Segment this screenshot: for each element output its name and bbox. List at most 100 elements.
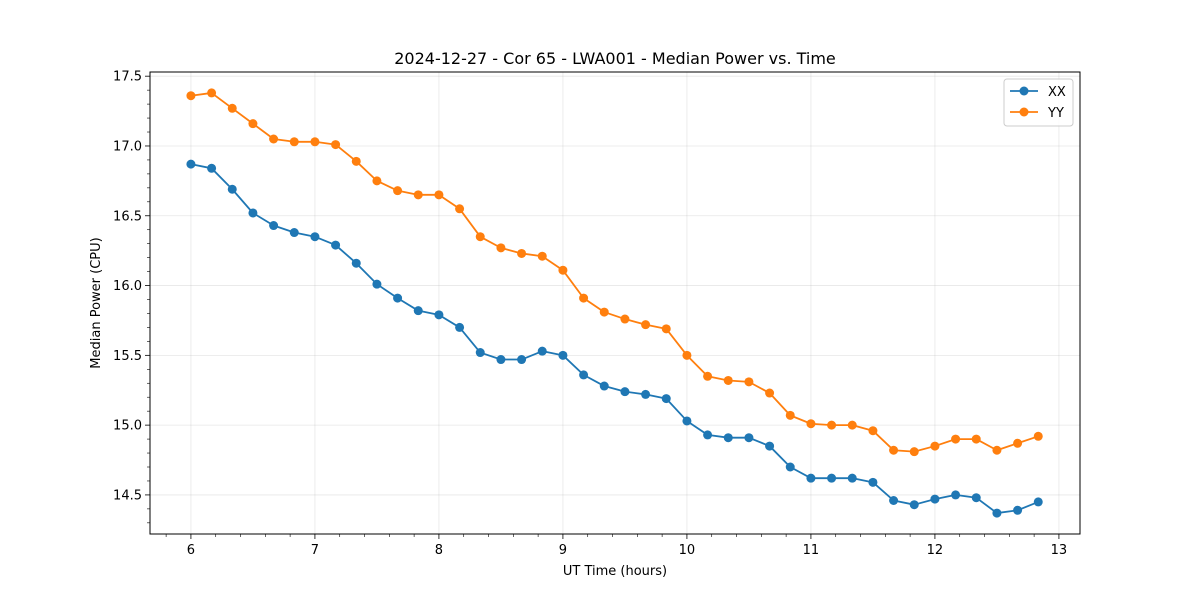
data-point-yy bbox=[393, 186, 403, 196]
data-point-yy bbox=[827, 420, 837, 430]
data-point-xx bbox=[703, 430, 713, 440]
data-point-yy bbox=[1033, 431, 1043, 441]
data-point-yy bbox=[351, 156, 361, 166]
data-point-yy bbox=[765, 388, 775, 398]
data-point-yy bbox=[661, 324, 671, 334]
data-point-yy bbox=[517, 248, 527, 258]
data-point-yy bbox=[806, 419, 816, 429]
data-point-xx bbox=[682, 416, 692, 426]
x-tick-label: 11 bbox=[803, 543, 820, 558]
data-point-xx bbox=[455, 322, 465, 332]
data-point-yy bbox=[331, 140, 341, 150]
data-point-yy bbox=[537, 251, 547, 261]
x-tick-label: 8 bbox=[435, 543, 443, 558]
data-point-yy bbox=[1013, 438, 1023, 448]
data-point-yy bbox=[930, 441, 940, 451]
data-point-yy bbox=[599, 307, 609, 317]
x-tick-label: 9 bbox=[559, 543, 567, 558]
data-point-xx bbox=[351, 258, 361, 268]
data-point-yy bbox=[868, 426, 878, 436]
data-point-yy bbox=[785, 410, 795, 420]
data-point-yy bbox=[269, 134, 279, 144]
data-point-xx bbox=[889, 496, 899, 506]
data-point-yy bbox=[992, 445, 1002, 455]
data-point-xx bbox=[971, 493, 981, 503]
data-point-xx bbox=[310, 232, 320, 242]
data-point-xx bbox=[227, 184, 237, 194]
y-axis-ticks: 14.5 15.0 15.5 16.0 16.5 17.0 17.5 bbox=[113, 70, 150, 524]
data-point-xx bbox=[806, 473, 816, 483]
data-point-yy bbox=[558, 265, 568, 275]
data-point-xx bbox=[537, 346, 547, 356]
y-tick-label: 17.0 bbox=[113, 139, 142, 154]
x-tick-label: 7 bbox=[311, 543, 319, 558]
data-point-xx bbox=[579, 370, 589, 380]
data-point-xx bbox=[558, 350, 568, 360]
data-point-yy bbox=[455, 204, 465, 214]
data-point-yy bbox=[641, 320, 651, 330]
y-tick-label: 14.5 bbox=[113, 488, 142, 503]
data-point-xx bbox=[496, 355, 506, 365]
y-tick-label: 16.0 bbox=[113, 279, 142, 294]
data-point-xx bbox=[1013, 505, 1023, 515]
data-point-xx bbox=[930, 494, 940, 504]
data-point-xx bbox=[289, 228, 299, 238]
data-point-xx bbox=[744, 433, 754, 443]
grid bbox=[150, 72, 1080, 534]
chart-title: 2024-12-27 - Cor 65 - LWA001 - Median Po… bbox=[394, 49, 836, 68]
data-point-xx bbox=[992, 508, 1002, 518]
data-point-xx bbox=[951, 490, 961, 500]
legend-marker-yy bbox=[1019, 107, 1029, 117]
series-yy bbox=[186, 88, 1043, 457]
data-point-yy bbox=[723, 375, 733, 385]
data-point-yy bbox=[579, 293, 589, 303]
data-point-xx bbox=[372, 279, 382, 289]
data-point-yy bbox=[496, 243, 506, 253]
data-point-yy bbox=[620, 314, 630, 324]
data-point-yy bbox=[909, 447, 919, 457]
data-point-xx bbox=[207, 163, 217, 173]
data-point-xx bbox=[661, 394, 671, 404]
data-point-xx bbox=[599, 381, 609, 391]
y-tick-label: 17.5 bbox=[113, 70, 142, 85]
data-point-yy bbox=[889, 445, 899, 455]
data-point-yy bbox=[971, 434, 981, 444]
y-tick-label: 16.5 bbox=[113, 209, 142, 224]
data-point-xx bbox=[269, 221, 279, 231]
data-point-xx bbox=[475, 348, 485, 358]
data-point-yy bbox=[289, 137, 299, 147]
y-tick-label: 15.5 bbox=[113, 349, 142, 364]
series-xx bbox=[186, 159, 1043, 518]
data-point-xx bbox=[186, 159, 196, 169]
legend-marker-xx bbox=[1019, 86, 1029, 96]
data-point-yy bbox=[744, 377, 754, 387]
data-point-yy bbox=[847, 420, 857, 430]
legend: XX YY bbox=[1003, 78, 1074, 127]
y-axis-label: Median Power (CPU) bbox=[89, 237, 104, 368]
data-point-xx bbox=[847, 473, 857, 483]
y-tick-label: 15.0 bbox=[113, 419, 142, 434]
data-point-xx bbox=[785, 462, 795, 472]
data-point-xx bbox=[1033, 497, 1043, 507]
data-point-yy bbox=[186, 91, 196, 101]
legend-label-xx: XX bbox=[1048, 85, 1066, 100]
x-tick-label: 13 bbox=[1051, 543, 1068, 558]
data-point-xx bbox=[434, 310, 444, 320]
data-point-yy bbox=[682, 350, 692, 360]
x-axis-ticks: 6 7 8 9 10 11 12 13 bbox=[165, 534, 1068, 558]
data-point-yy bbox=[703, 371, 713, 381]
x-tick-label: 12 bbox=[927, 543, 944, 558]
data-point-xx bbox=[641, 389, 651, 399]
data-point-yy bbox=[475, 232, 485, 242]
legend-label-yy: YY bbox=[1047, 106, 1064, 121]
data-point-yy bbox=[413, 190, 423, 200]
data-point-yy bbox=[434, 190, 444, 200]
data-point-yy bbox=[372, 176, 382, 186]
data-point-xx bbox=[827, 473, 837, 483]
series-layer bbox=[186, 88, 1043, 518]
data-point-xx bbox=[868, 477, 878, 487]
data-point-yy bbox=[310, 137, 320, 147]
x-tick-label: 6 bbox=[187, 543, 195, 558]
data-point-xx bbox=[517, 355, 527, 365]
